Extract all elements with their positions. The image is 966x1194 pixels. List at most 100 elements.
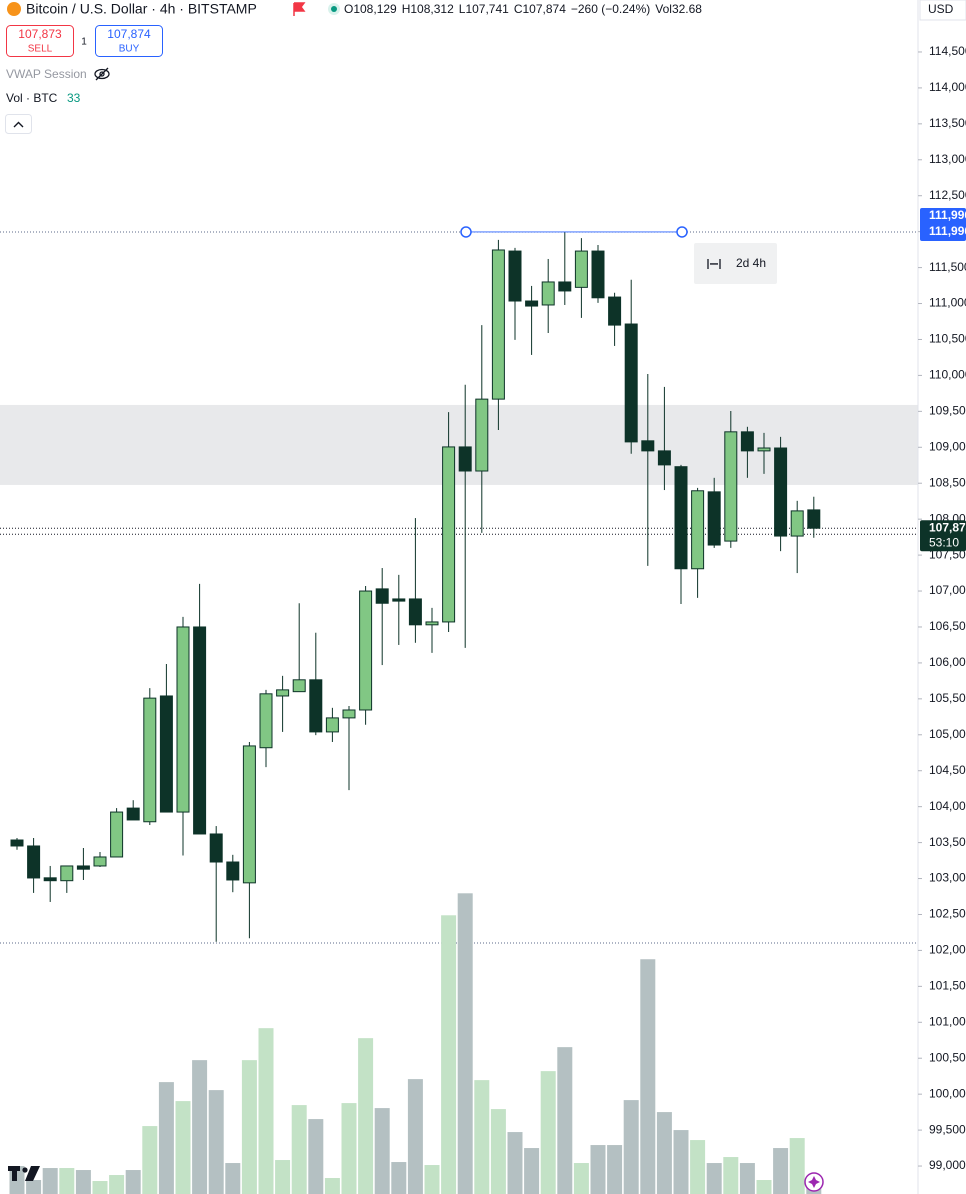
volume-bar [673,1130,689,1194]
vwap-label[interactable]: VWAP Session [6,67,87,81]
y-tick-label: 109,500 [929,404,966,418]
volume-bar [690,1140,706,1194]
candle-body [591,250,605,299]
back-layer [0,231,918,944]
y-tick-label: 101,500 [929,979,966,993]
candle-body [757,447,771,452]
candle-body [691,490,705,570]
currency-box[interactable] [919,0,966,21]
candle-body [707,491,721,546]
y-tick-label: 106,500 [929,619,966,633]
volume-bar [308,1119,324,1194]
y-tick-label: 103,000 [929,871,966,885]
volume-bar [407,1079,423,1194]
candle-body [209,833,223,863]
y-tick-label: 99,500 [929,1122,966,1136]
ohlc-legend: O108,129 H108,312 L107,741 C107,874 −260 (−0… [344,2,702,16]
measure-handle [460,226,472,238]
y-tick-label: 101,000 [929,1014,966,1028]
candle-body [325,717,339,733]
legend-volume: Vol32.68 [655,2,702,16]
candle-body [259,693,273,749]
candle-body [807,509,821,529]
symbol[interactable]: Bitcoin / U.S. Dollar · 4h · BITSTAMP [26,1,257,17]
y-tick-label: 107,000 [929,583,966,597]
vol-length: 33 [67,91,81,105]
volume-bar [457,893,473,1194]
status-dot [331,6,337,12]
measure-box [694,242,777,284]
candle-body [574,250,588,288]
volume-bar [424,1165,440,1194]
sell-button[interactable] [6,25,74,57]
volume-bar [540,1071,556,1194]
chevron [13,121,24,128]
candle-body [193,626,207,835]
volume-bar [723,1157,739,1194]
volume-bar [158,1082,174,1194]
candle-body [93,856,107,867]
y-tick-label: 100,500 [929,1050,966,1064]
candle-body [740,431,754,452]
volume-bar [490,1109,506,1194]
candle-body [27,845,41,879]
volume-bar [258,1028,274,1194]
candle-body [442,446,456,623]
volume-bar [756,1180,772,1194]
volume-bar [291,1105,307,1194]
candle-body [425,621,439,626]
candle-body [641,440,655,452]
candle-body [790,510,804,537]
volume-bar [656,1112,672,1194]
volume-bar [374,1108,390,1194]
collapse-button[interactable] [5,114,32,134]
volume-bar [125,1170,141,1194]
buy-button[interactable] [95,25,163,57]
candle-body [392,598,406,602]
candle-body [309,679,323,733]
volume-bar [208,1090,224,1194]
volume-bar [324,1178,340,1194]
y-tick-label: 104,000 [929,799,966,813]
volume-bar [109,1175,125,1194]
sell-price: 107,873 [18,27,62,41]
last-price-box [920,520,966,552]
candle-body [525,300,539,307]
candle-body [143,697,157,823]
volume-bar [789,1138,805,1194]
volume-bar [573,1163,589,1194]
level-axis-label: 111,996 [929,224,966,238]
volume-bar [706,1163,722,1194]
y-tick-label: 104,500 [929,763,966,777]
candle-body [375,588,389,604]
legend-low: L107,741 [459,2,509,16]
volume-bar [358,1038,374,1194]
candle-body [624,323,638,443]
hidden-icon[interactable] [94,67,110,81]
y-tick-label: 114,500 [929,44,966,58]
candle-body [724,431,738,542]
volume-bar [241,1060,257,1194]
assistant-icon[interactable] [804,1172,824,1192]
volume-bar [192,1060,208,1194]
volume-bar [590,1145,606,1194]
buy-price: 107,874 [107,27,151,41]
candle-body [342,709,356,719]
candle-body [475,398,489,472]
y-tick-label: 110,000 [929,368,966,382]
flag-icon[interactable] [293,2,306,16]
y-tick-label: 100,000 [929,1086,966,1100]
candle-body [43,877,57,882]
y-tick-label: 102,000 [929,943,966,957]
candle-body [76,865,90,870]
candle-layer [10,232,821,942]
y-tick-label: 108,500 [929,475,966,489]
vol-label[interactable]: Vol · BTC [6,91,58,105]
buy-label: BUY [119,44,140,55]
volume-bar [275,1160,291,1194]
volume-bar [59,1168,75,1194]
candle-body [276,689,290,697]
y-tick-label: 111,000 [929,296,966,310]
candle-body [657,450,671,466]
volume-bar [557,1047,573,1194]
